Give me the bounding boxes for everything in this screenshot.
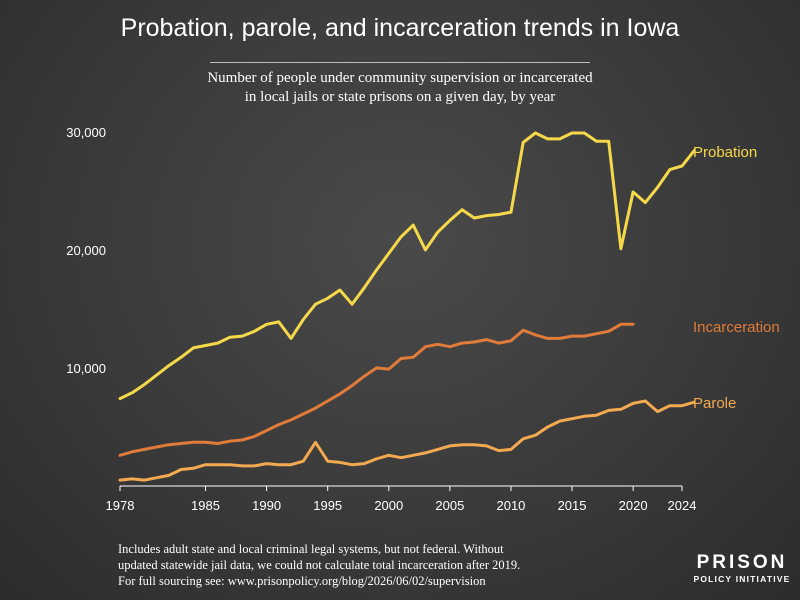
logo-text-policy-initiative: POLICY INITIATIVE <box>693 574 791 584</box>
x-tick-label-2010: 2010 <box>496 498 525 513</box>
footnote-line-1: Includes adult state and local criminal … <box>118 542 504 556</box>
x-tick-label-2005: 2005 <box>435 498 464 513</box>
x-tick-label-1990: 1990 <box>252 498 281 513</box>
x-tick-label-1985: 1985 <box>191 498 220 513</box>
y-tick-label-20000: 20,000 <box>66 243 106 258</box>
y-tick-label-30000: 30,000 <box>66 125 106 140</box>
parole-line <box>118 399 696 482</box>
probation-line <box>118 131 696 401</box>
x-tick-label-2000: 2000 <box>374 498 403 513</box>
x-tick-label-2020: 2020 <box>619 498 648 513</box>
footnote-line-2: updated statewide jail data, we could no… <box>118 558 521 572</box>
logo-text-prison: PRISON <box>696 552 788 573</box>
subtitle-line-2: in local jails or state prisons on a giv… <box>244 89 556 105</box>
footnote: Includes adult state and local criminal … <box>118 541 638 589</box>
subtitle-line-1: Number of people under community supervi… <box>207 70 593 86</box>
incarceration-line <box>118 322 635 457</box>
x-tick-label-1995: 1995 <box>313 498 342 513</box>
prison-policy-logo: PRISON POLICY INITIATIVE <box>692 553 792 585</box>
x-tick-label-2015: 2015 <box>558 498 587 513</box>
probation-series-label: Probation <box>693 144 757 161</box>
footnote-line-3: For full sourcing see: www.prisonpolicy.… <box>118 574 486 588</box>
x-tick-label-2024: 2024 <box>668 498 697 513</box>
x-tick-label-1978: 1978 <box>106 498 135 513</box>
parole-series-label: Parole <box>693 395 736 412</box>
y-tick-label-10000: 10,000 <box>66 361 106 376</box>
chart-title: Probation, parole, and incarceration tre… <box>120 14 680 42</box>
chart-subtitle: Number of people under community supervi… <box>150 69 650 107</box>
title-divider <box>210 62 590 63</box>
incarceration-series-label: Incarceration <box>693 319 780 336</box>
